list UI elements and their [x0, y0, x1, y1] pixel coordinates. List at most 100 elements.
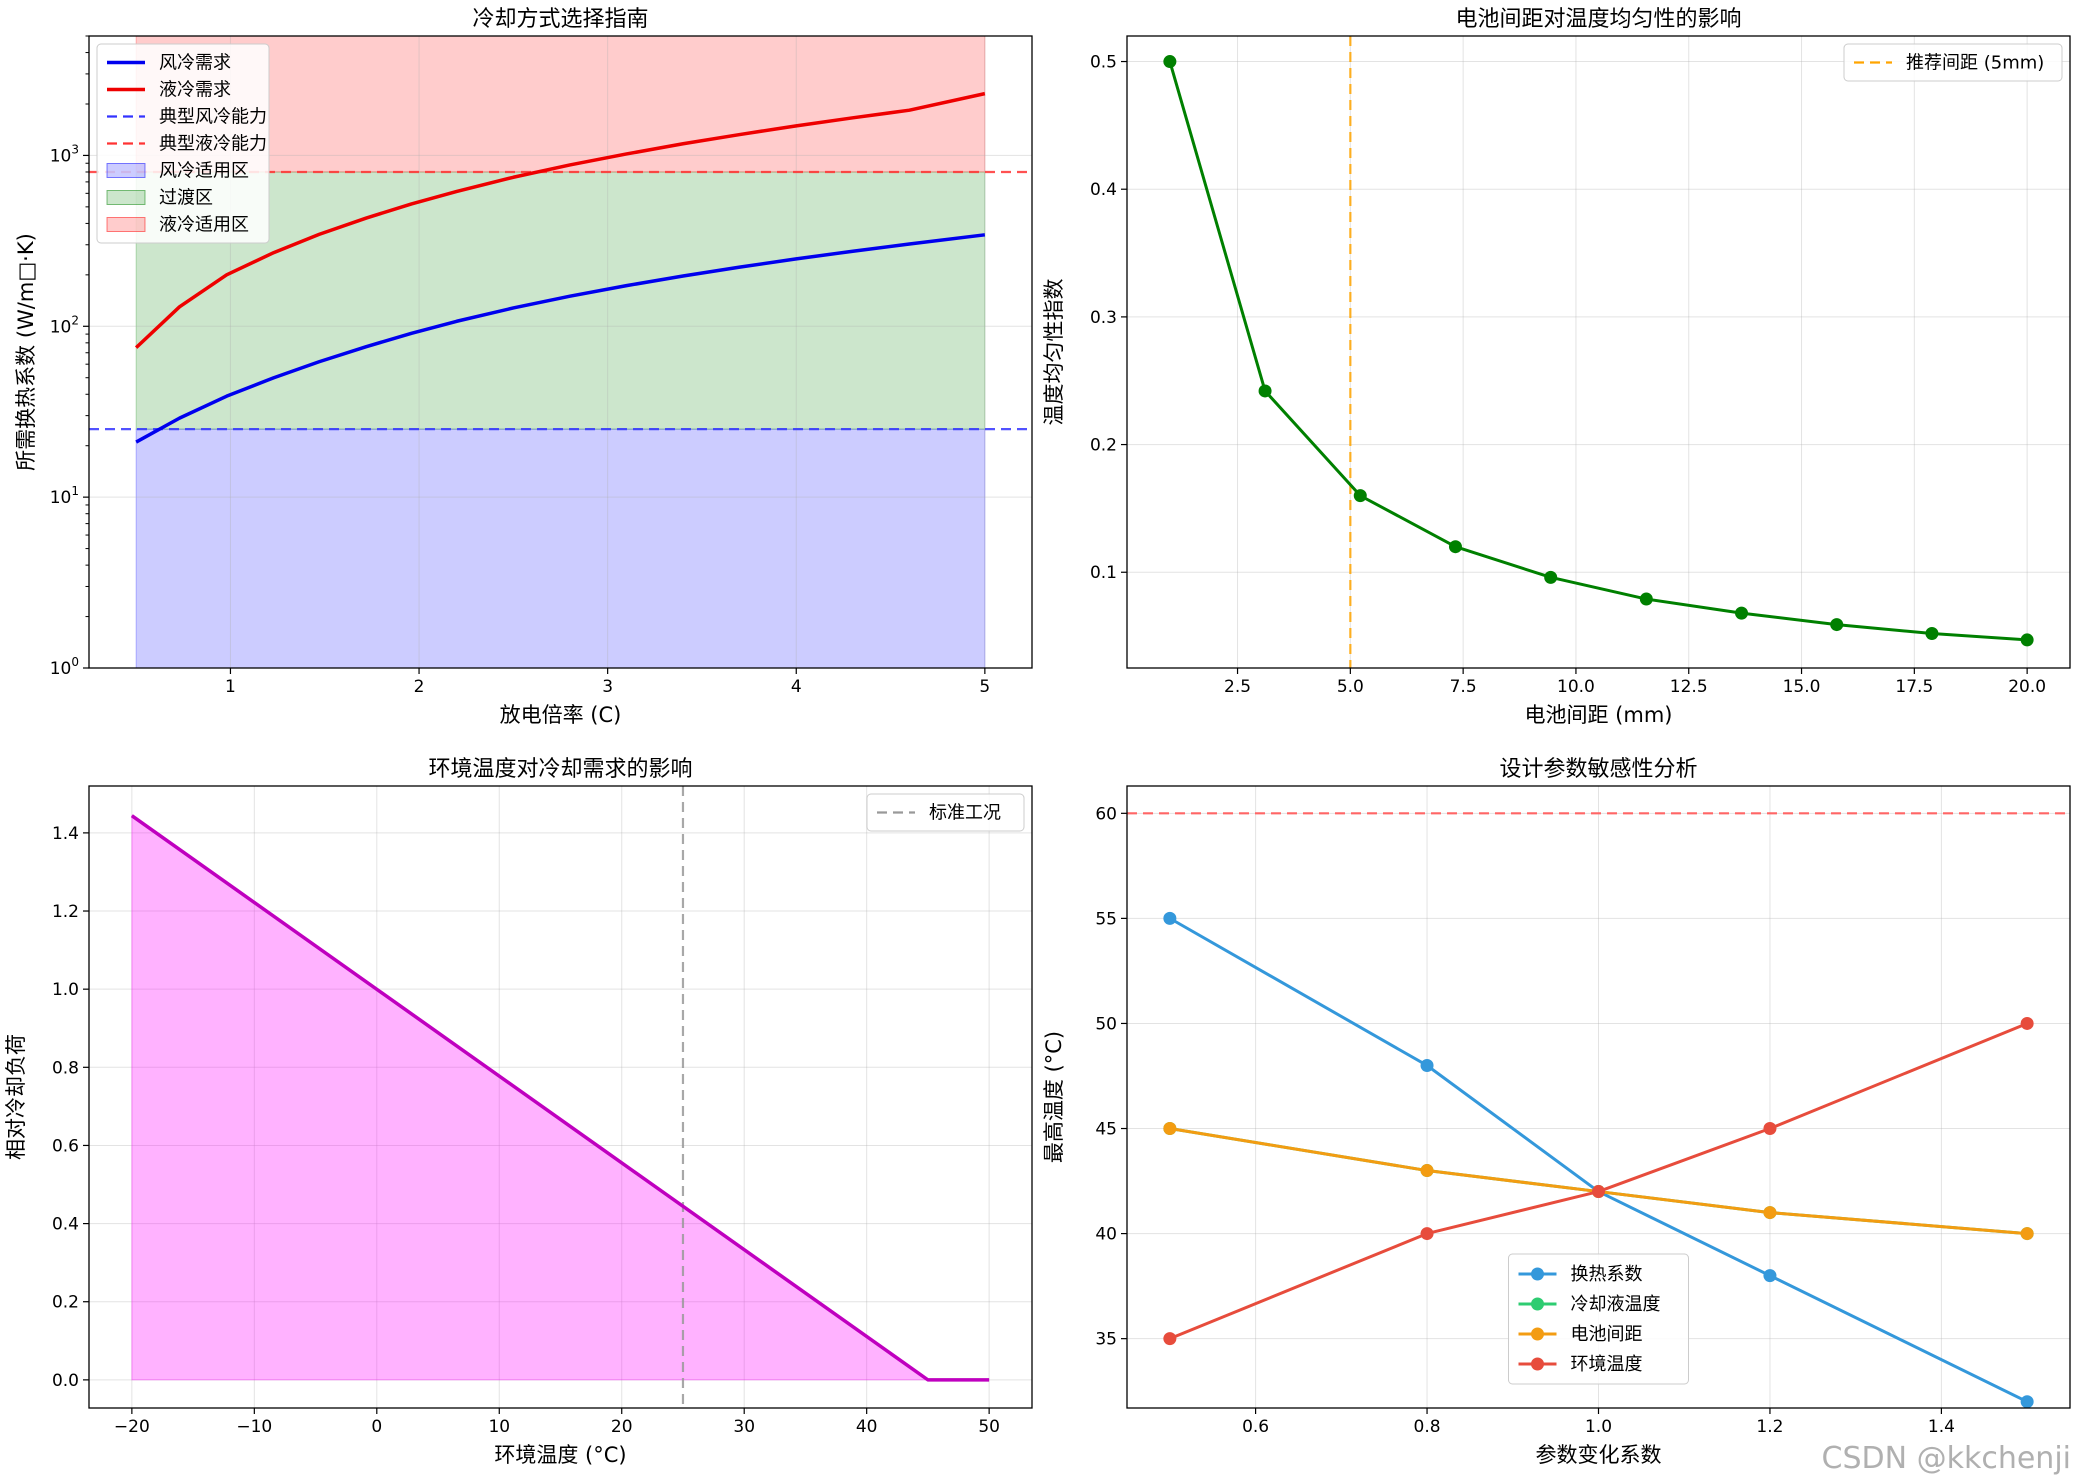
x-tick-label: 0 — [371, 1417, 382, 1437]
legend-label: 风冷适用区 — [159, 161, 249, 182]
chart-title: 冷却方式选择指南 — [472, 7, 648, 32]
series-line-0 — [135, 233, 986, 444]
legend-label: 冷却液温度 — [1571, 1294, 1661, 1315]
chart-title: 环境温度对冷却需求的影响 — [428, 757, 692, 782]
x-tick-label: 4 — [791, 677, 802, 697]
legend-marker — [1531, 1267, 1544, 1281]
chart-title: 设计参数敏感性分析 — [1499, 757, 1697, 782]
axes-frame — [1126, 35, 2071, 669]
x-tick-label: 40 — [856, 1417, 878, 1437]
series-line-1 — [134, 91, 986, 349]
legend-label: 典型液冷能力 — [159, 134, 267, 155]
x-tick-label: 30 — [733, 1417, 755, 1437]
legend-swatch — [106, 163, 146, 178]
data-point-0-9 — [2020, 633, 2034, 647]
axes-frame — [88, 35, 1033, 669]
data-point-0-2 — [1353, 489, 1367, 503]
x-tick-label: 17.5 — [1895, 677, 1933, 697]
legend-label: 环境温度 — [1571, 1354, 1643, 1375]
x-tick-label: 50 — [978, 1417, 1000, 1437]
y-tick-label: 1.2 — [52, 902, 79, 922]
x-tick-label: −20 — [114, 1417, 150, 1437]
data-point-0-1 — [1258, 384, 1272, 398]
data-point-3-1 — [1420, 1227, 1434, 1241]
x-tick-label: 1 — [225, 677, 236, 697]
y-tick-label: 0.2 — [1090, 436, 1117, 456]
legend-box — [1843, 43, 2063, 82]
x-axis-label: 放电倍率 (C) — [500, 703, 622, 727]
chart-sensitivity: 0.6 0.8 1.0 1.2 1.4 35 40 45 50 55 60 设计参数敏感性分析参数变化… — [1042, 757, 2071, 1467]
x-tick-label: 15.0 — [1783, 677, 1821, 697]
legend-swatch — [106, 190, 146, 205]
data-point-0-3 — [1448, 540, 1462, 554]
x-axis-label: 参数变化系数 — [1536, 1443, 1662, 1467]
y-tick-label: 0.3 — [1090, 308, 1117, 328]
y-tick-label: 50 — [1095, 1014, 1117, 1034]
data-point-2-3 — [1763, 1206, 1777, 1220]
legend-marker — [1531, 1357, 1544, 1371]
x-tick-label: 0.6 — [1242, 1417, 1269, 1437]
x-tick-label: 1.0 — [1585, 1417, 1612, 1437]
data-point-0-4 — [1544, 570, 1558, 584]
series-line-0 — [130, 814, 990, 1382]
grid — [1127, 36, 2070, 668]
data-point-0-7 — [1830, 618, 1844, 632]
legend-label: 换热系数 — [1571, 1264, 1643, 1285]
axes-frame — [88, 785, 1033, 1409]
y-tick-label: 101 — [50, 484, 79, 508]
legend-label: 电池间距 — [1571, 1324, 1643, 1345]
legend-box — [96, 43, 270, 244]
y-tick-label: 0.1 — [1090, 563, 1117, 583]
x-tick-label: 1.4 — [1928, 1417, 1955, 1437]
y-tick-label: 1.0 — [52, 980, 79, 1000]
data-point-0-0 — [1163, 911, 1177, 925]
data-point-3-3 — [1763, 1122, 1777, 1136]
legend-label: 推荐间距 (5mm) — [1906, 53, 2044, 74]
y-tick-label: 45 — [1095, 1120, 1117, 1140]
band-1 — [135, 171, 986, 430]
legend: 标准工况 — [866, 793, 1025, 832]
chart-ambient: −20 −10 0 10 20 30 40 50 0.0 0.2 0.4 0.6 0.8 1.0 1.2 1.… — [4, 757, 1033, 1467]
data-point-3-4 — [2020, 1016, 2034, 1030]
x-tick-label: 10 — [488, 1417, 510, 1437]
band-2 — [135, 36, 986, 173]
legend-label: 过渡区 — [159, 188, 213, 209]
x-tick-label: 20.0 — [2008, 677, 2046, 697]
legend-label: 标准工况 — [929, 803, 1001, 824]
data-point-2-4 — [2020, 1227, 2034, 1241]
y-tick-label: 100 — [50, 655, 79, 679]
chart-title: 电池间距对温度均匀性的影响 — [1455, 7, 1741, 32]
data-point-0-4 — [2020, 1395, 2034, 1409]
y-tick-label: 55 — [1095, 909, 1117, 929]
y-tick-label: 60 — [1095, 804, 1117, 824]
data-point-0-0 — [1163, 55, 1177, 69]
y-tick-label: 0.5 — [1090, 53, 1117, 73]
legend-label: 风冷需求 — [159, 53, 231, 74]
legend-swatch — [106, 217, 146, 232]
x-tick-label: 0.8 — [1414, 1417, 1441, 1437]
legend-marker — [1531, 1297, 1544, 1311]
data-point-3-2 — [1592, 1185, 1605, 1199]
data-point-0-1 — [1420, 1058, 1434, 1072]
x-axis-label: 环境温度 (°C) — [494, 1443, 626, 1467]
legend-label: 液冷需求 — [159, 80, 231, 101]
y-tick-label: 0.0 — [52, 1371, 79, 1391]
y-tick-label: 1.4 — [52, 824, 79, 844]
data-point-0-8 — [1925, 627, 1939, 641]
grid — [1127, 786, 2070, 1408]
legend-label: 典型风冷能力 — [159, 107, 267, 128]
x-tick-label: 3 — [602, 677, 613, 697]
data-point-2-1 — [1420, 1164, 1434, 1178]
y-tick-label: 0.8 — [52, 1058, 79, 1078]
data-point-0-3 — [1763, 1269, 1777, 1283]
x-tick-label: −10 — [236, 1417, 272, 1437]
x-tick-label: 2 — [414, 677, 425, 697]
legend-marker — [1531, 1327, 1544, 1341]
band-0 — [135, 428, 986, 668]
y-tick-label: 0.6 — [52, 1136, 79, 1156]
y-tick-label: 40 — [1095, 1225, 1117, 1245]
x-tick-label: 10.0 — [1557, 677, 1595, 697]
